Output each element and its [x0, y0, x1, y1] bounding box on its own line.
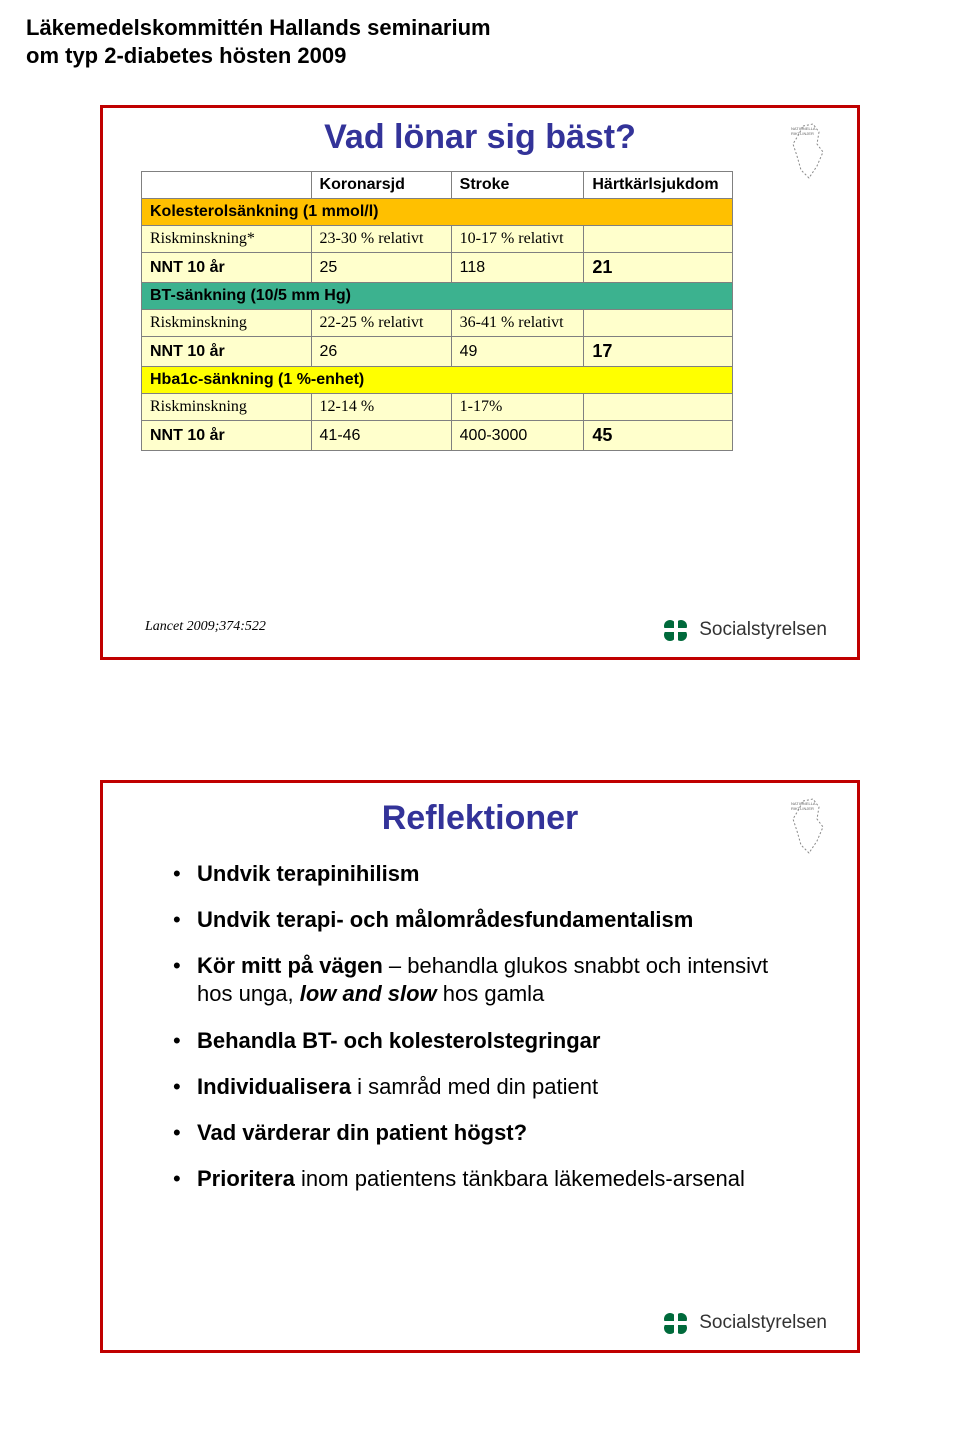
- table-row: Riskminskning* 23-30 % relativt 10-17 % …: [142, 226, 733, 253]
- page-header: Läkemedelskommittén Hallands seminarium …: [0, 0, 960, 69]
- header-line1: Läkemedelskommittén Hallands seminarium: [26, 14, 960, 42]
- citation: Lancet 2009;374:522: [145, 619, 266, 635]
- section-bt: BT-sänkning (10/5 mm Hg): [142, 283, 733, 310]
- th-stroke: Stroke: [451, 172, 584, 199]
- slide2-title: Reflektioner: [137, 799, 823, 838]
- list-item: Undvik terapi- och målområdesfundamental…: [173, 906, 795, 934]
- list-item: Kör mitt på vägen – behandla glukos snab…: [173, 952, 795, 1008]
- th-koronar: Koronarsjd: [311, 172, 451, 199]
- footer-brand: Socialstyrelsen: [661, 615, 827, 645]
- section-hba1c: Hba1c-sänkning (1 %-enhet): [142, 367, 733, 394]
- map-logo-icon: NATIONELLA RIKTLINJER: [783, 122, 837, 182]
- table-row: NNT 10 år 25 118 21: [142, 253, 733, 283]
- brand-text: Socialstyrelsen: [699, 1312, 827, 1334]
- slide-1: NATIONELLA RIKTLINJER Vad lönar sig bäst…: [100, 105, 860, 660]
- th-hart: Härtkärlsjukdom: [584, 172, 733, 199]
- list-item: Undvik terapinihilism: [173, 860, 795, 888]
- svg-text:RIKTLINJER: RIKTLINJER: [791, 806, 814, 811]
- map-logo-icon: NATIONELLA RIKTLINJER: [783, 797, 837, 857]
- list-item: Individualisera i samråd med din patient: [173, 1073, 795, 1101]
- table-header-row: Koronarsjd Stroke Härtkärlsjukdom: [142, 172, 733, 199]
- slide-2: NATIONELLA RIKTLINJER Reflektioner Undvi…: [100, 780, 860, 1353]
- table-row: NNT 10 år 41-46 400-3000 45: [142, 421, 733, 451]
- svg-text:RIKTLINJER: RIKTLINJER: [791, 131, 814, 136]
- table-row: Riskminskning 22-25 % relativt 36-41 % r…: [142, 310, 733, 337]
- brand-text: Socialstyrelsen: [699, 619, 827, 641]
- slide1-title: Vad lönar sig bäst?: [137, 118, 823, 157]
- comparison-table: Koronarsjd Stroke Härtkärlsjukdom Kolest…: [141, 171, 733, 451]
- list-item: Prioritera inom patientens tänkbara läke…: [173, 1165, 795, 1193]
- list-item: Behandla BT- och kolesterolstegringar: [173, 1027, 795, 1055]
- footer-brand: Socialstyrelsen: [661, 1308, 827, 1338]
- header-line2: om typ 2-diabetes hösten 2009: [26, 42, 960, 70]
- list-item: Vad värderar din patient högst?: [173, 1119, 795, 1147]
- table-row: Riskminskning 12-14 % 1-17%: [142, 394, 733, 421]
- table-row: NNT 10 år 26 49 17: [142, 337, 733, 367]
- bullet-list: Undvik terapinihilism Undvik terapi- och…: [173, 860, 795, 1193]
- section-kolesterol: Kolesterolsänkning (1 mmol/l): [142, 199, 733, 226]
- th-blank: [142, 172, 312, 199]
- brand-mark-icon: [661, 615, 691, 645]
- brand-mark-icon: [661, 1308, 691, 1338]
